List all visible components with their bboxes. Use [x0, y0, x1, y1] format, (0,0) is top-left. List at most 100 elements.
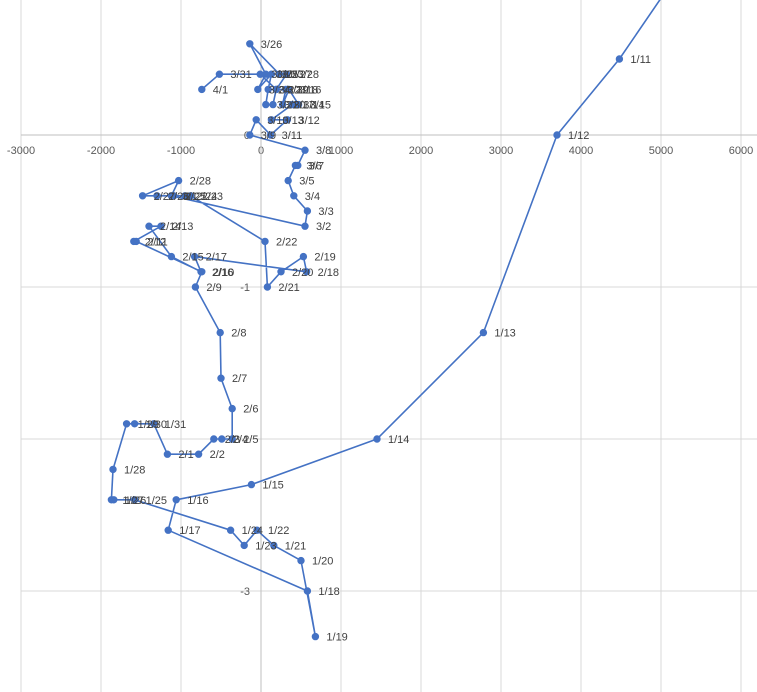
- data-point: [240, 541, 248, 550]
- data-point: [303, 207, 312, 215]
- data-point: [615, 55, 624, 63]
- data-point: [373, 435, 381, 443]
- x-tick-label: 5000: [649, 145, 673, 157]
- data-label: 1/19: [326, 632, 347, 644]
- data-label: 2/22: [276, 236, 297, 248]
- data-label: 3/15: [310, 100, 331, 112]
- data-label: 2/21: [278, 282, 299, 294]
- data-label: 2/19: [314, 252, 335, 264]
- data-label: 2/28: [190, 176, 211, 188]
- data-point: [197, 268, 205, 276]
- data-point: [278, 100, 287, 109]
- data-label: 2/25: [185, 191, 206, 203]
- data-label: 3/12: [298, 115, 319, 127]
- data-label: 2/1: [178, 449, 193, 461]
- data-label: 1/23: [255, 540, 276, 552]
- data-label: 2/17: [206, 252, 227, 264]
- data-point: [297, 556, 305, 565]
- data-point: [479, 328, 488, 337]
- data-point: [226, 526, 235, 534]
- data-label: 3/6: [306, 160, 321, 172]
- data-label: 2/18: [318, 267, 339, 279]
- data-point: [228, 404, 236, 413]
- data-point: [252, 116, 260, 124]
- data-label: 1/17: [179, 525, 200, 537]
- data-label: 3/20: [284, 100, 305, 112]
- x-tick-label: 3000: [489, 145, 513, 157]
- data-point: [301, 222, 309, 230]
- data-label: 2/26: [168, 191, 189, 203]
- data-label: 1/12: [568, 130, 589, 142]
- data-point: [256, 70, 264, 78]
- data-label: 3/9: [261, 130, 276, 142]
- data-point: [284, 176, 292, 185]
- data-label: 3/28: [298, 69, 319, 81]
- data-label: 3/2: [316, 221, 331, 233]
- data-point-layer: [107, 40, 624, 641]
- data-point: [130, 237, 138, 246]
- data-label: 3/3: [318, 206, 333, 218]
- data-point: [246, 131, 254, 139]
- data-point: [254, 85, 262, 94]
- data-point: [163, 450, 172, 458]
- data-point: [283, 116, 292, 124]
- data-label: 1/31: [165, 419, 186, 431]
- data-point: [282, 85, 290, 94]
- data-label: 3/22: [279, 84, 300, 96]
- data-label: 1/18: [318, 586, 339, 598]
- x-tick-label: -3000: [7, 145, 35, 157]
- data-point: [190, 252, 199, 261]
- data-point: [164, 526, 172, 534]
- data-label: 2/5: [243, 434, 258, 446]
- data-point: [247, 480, 256, 489]
- data-label: 3/21: [277, 100, 298, 112]
- data-label: 1/30: [146, 419, 167, 431]
- data-label: 3/5: [299, 176, 314, 188]
- data-label: 2/8: [231, 328, 246, 340]
- data-label: 2/12: [145, 236, 166, 248]
- data-label: 1/21: [285, 540, 306, 552]
- data-label: 3/11: [282, 130, 303, 142]
- data-label: 3/4: [305, 191, 320, 203]
- data-point: [191, 283, 200, 291]
- data-point: [290, 192, 298, 200]
- data-point: [107, 496, 116, 504]
- data-point: [145, 222, 153, 230]
- x-tick-label: 4000: [569, 145, 593, 157]
- data-label: 1/25: [146, 495, 167, 507]
- data-point: [153, 192, 161, 200]
- data-point: [172, 496, 180, 504]
- data-label: 3/27: [290, 69, 311, 81]
- data-point: [262, 100, 270, 109]
- data-label: 2/4: [233, 434, 248, 446]
- data-label: 2/3: [225, 434, 240, 446]
- data-point: [264, 85, 272, 94]
- data-label: 3/7: [309, 160, 324, 172]
- data-point: [269, 100, 277, 109]
- data-point: [277, 268, 285, 276]
- data-label: 1/15: [262, 480, 283, 492]
- data-point: [263, 283, 272, 291]
- data-point: [215, 70, 224, 78]
- data-label: 2/7: [232, 373, 247, 385]
- series-line-layer: [110, 0, 661, 638]
- data-point: [275, 70, 284, 78]
- data-label: 2/14: [160, 221, 181, 233]
- data-point: [311, 632, 320, 641]
- x-tick-label: 2000: [409, 145, 433, 157]
- data-label: 1/22: [268, 525, 289, 537]
- series-line: [110, 0, 661, 638]
- axis-layer: -3000-2000-10000100020003000400050006000…: [7, 0, 753, 692]
- data-point: [181, 192, 189, 200]
- data-label: 2/20: [292, 267, 313, 279]
- data-point: [270, 541, 278, 550]
- data-label: 3/13: [282, 115, 303, 127]
- data-point: [138, 192, 147, 200]
- x-tick-label: -2000: [87, 145, 115, 157]
- data-label: 4/1: [213, 84, 228, 96]
- data-label-layer: 1/11 1/12 1/13 1/14 1/15 1/16 1/17 1/18 1/19 1/20…: [122, 39, 651, 644]
- data-label: 3/1: [182, 191, 197, 203]
- data-label: 3/31: [230, 69, 251, 81]
- data-label: 1/26: [125, 495, 146, 507]
